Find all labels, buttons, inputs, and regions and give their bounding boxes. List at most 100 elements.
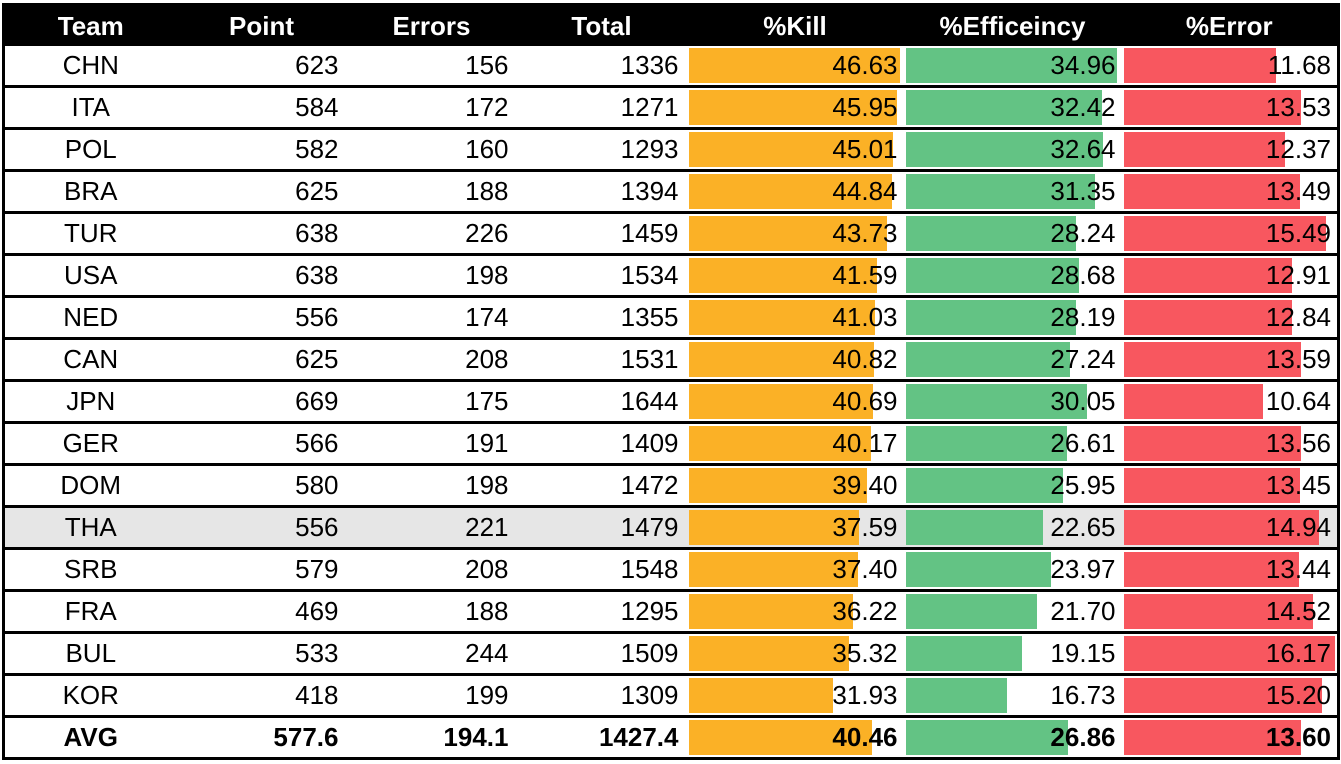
- error-pct-cell: 13.60: [1122, 717, 1339, 759]
- kill-value: 39.40: [832, 470, 898, 500]
- kill-pct-cell: 37.59: [686, 506, 904, 550]
- total-cell: 1295: [516, 590, 687, 634]
- kill-bar: [688, 258, 877, 293]
- efficiency-value: 28.68: [1050, 260, 1116, 290]
- kill-value: 45.95: [832, 92, 898, 122]
- table-row: GER 566 191 1409 40.17 26.61 13.56: [3, 422, 1339, 466]
- kill-bar: [688, 90, 897, 125]
- error-value: 13.49: [1265, 176, 1331, 206]
- table-row: SRB 579 208 1548 37.40 23.97 13.44: [3, 548, 1339, 592]
- kill-pct-cell: 45.01: [686, 128, 904, 172]
- error-pct-cell: 13.53: [1121, 86, 1339, 130]
- team-cell: GER: [3, 422, 177, 466]
- error-value: 11.68: [1267, 50, 1331, 80]
- team-cell: DOM: [3, 464, 177, 508]
- point-cell: 584: [176, 86, 347, 130]
- efficiency-value: 16.73: [1050, 680, 1116, 710]
- team-cell: NED: [3, 296, 177, 340]
- error-value: 13.44: [1265, 554, 1331, 584]
- team-cell: USA: [3, 254, 177, 298]
- error-value: 10.64: [1265, 386, 1331, 416]
- error-value: 13.53: [1265, 92, 1331, 122]
- efficiency-value: 23.97: [1050, 554, 1116, 584]
- point-cell: 638: [176, 254, 347, 298]
- errors-cell: 198: [346, 254, 517, 298]
- kill-bar: [688, 468, 867, 503]
- table-row: CHN 623 156 1336 46.63 34.96 11.68: [3, 46, 1339, 88]
- error-value: 13.60: [1265, 722, 1331, 752]
- error-bar: [1123, 426, 1301, 461]
- error-bar: [1123, 48, 1276, 83]
- point-cell: 580: [176, 464, 347, 508]
- efficiency-value: 25.95: [1050, 470, 1116, 500]
- efficiency-value: 30.05: [1050, 386, 1116, 416]
- error-bar: [1123, 300, 1292, 335]
- table-row: BRA 625 188 1394 44.84 31.35 13.49: [3, 170, 1339, 214]
- kill-value: 41.03: [832, 302, 898, 332]
- efficiency-bar: [905, 300, 1076, 335]
- error-value: 15.20: [1265, 680, 1331, 710]
- total-cell: 1472: [516, 464, 687, 508]
- errors-cell: 174: [346, 296, 517, 340]
- efficiency-bar: [905, 468, 1063, 503]
- team-cell: FRA: [3, 590, 177, 634]
- kill-value: 45.01: [832, 134, 898, 164]
- kill-value: 40.69: [832, 386, 898, 416]
- efficiency-pct-cell: 28.68: [903, 254, 1122, 298]
- team-cell: AVG: [63, 722, 118, 752]
- error-bar: [1123, 258, 1292, 293]
- efficiency-bar: [905, 174, 1095, 209]
- error-bar: [1123, 216, 1326, 251]
- error-bar: [1123, 90, 1301, 125]
- point-cell: 469: [176, 590, 347, 634]
- kill-bar: [688, 678, 833, 713]
- errors-cell: 156: [346, 46, 517, 88]
- errors-cell: 194.1: [443, 722, 509, 752]
- point-cell: 556: [176, 506, 347, 550]
- table-row: ITA 584 172 1271 45.95 32.42 13.53: [3, 86, 1339, 130]
- point-cell: 418: [176, 674, 347, 718]
- total-cell: 1271: [516, 86, 687, 130]
- kill-bar: [688, 426, 871, 461]
- error-pct-cell: 12.37: [1121, 128, 1339, 172]
- kill-value: 41.59: [832, 260, 898, 290]
- kill-value: 40.46: [832, 722, 898, 752]
- errors-cell: 226: [346, 212, 517, 256]
- total-cell: 1293: [516, 128, 687, 172]
- kill-value: 46.63: [832, 50, 898, 80]
- efficiency-value: 19.15: [1050, 638, 1116, 668]
- error-pct-cell: 10.64: [1121, 380, 1339, 424]
- efficiency-pct-cell: 26.86: [904, 717, 1122, 759]
- efficiency-pct-cell: 34.96: [903, 46, 1122, 88]
- kill-value: 37.40: [832, 554, 898, 584]
- table-header: Team Point Errors Total %Kill %Efficeinc…: [3, 4, 1339, 46]
- header-row: Team Point Errors Total %Kill %Efficeinc…: [3, 4, 1339, 46]
- error-value: 12.91: [1265, 260, 1331, 290]
- error-value: 15.49: [1265, 218, 1331, 248]
- total-cell: 1479: [516, 506, 687, 550]
- kill-bar: [688, 342, 874, 377]
- kill-bar: [688, 132, 893, 167]
- efficiency-bar: [905, 258, 1079, 293]
- efficiency-value: 26.61: [1050, 428, 1116, 458]
- kill-pct-cell: 41.59: [686, 254, 904, 298]
- kill-value: 37.59: [832, 512, 898, 542]
- point-cell: 623: [176, 46, 347, 88]
- error-pct-cell: 13.59: [1121, 338, 1339, 382]
- efficiency-bar: [905, 426, 1067, 461]
- kill-pct-cell: 46.63: [686, 46, 904, 88]
- stats-table: Team Point Errors Total %Kill %Efficeinc…: [2, 3, 1340, 760]
- error-value: 14.52: [1265, 596, 1331, 626]
- total-cell: 1409: [516, 422, 687, 466]
- efficiency-pct-cell: 25.95: [903, 464, 1122, 508]
- point-cell: 579: [176, 548, 347, 592]
- error-pct-cell: 13.49: [1121, 170, 1339, 214]
- error-pct-cell: 13.44: [1121, 548, 1339, 592]
- kill-bar: [688, 720, 872, 755]
- error-value: 14.94: [1265, 512, 1331, 542]
- error-bar: [1123, 720, 1301, 755]
- efficiency-pct-cell: 19.15: [903, 632, 1122, 676]
- team-cell: BRA: [3, 170, 177, 214]
- efficiency-bar: [905, 552, 1051, 587]
- kill-pct-cell: 40.46: [687, 717, 904, 759]
